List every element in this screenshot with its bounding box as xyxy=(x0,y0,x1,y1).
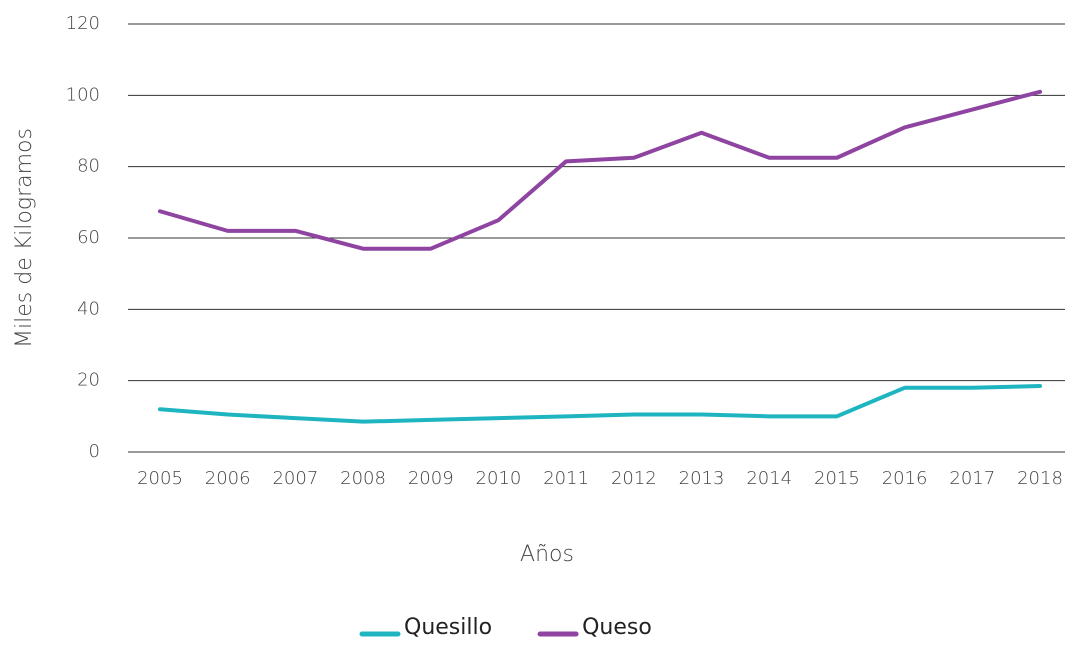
line-series xyxy=(158,89,1042,251)
x-tick-label: 2014 xyxy=(746,468,792,489)
x-tick-label: 2006 xyxy=(205,468,251,489)
y-tick-label: 100 xyxy=(66,84,100,105)
legend-label: Quesillo xyxy=(404,615,492,640)
x-tick-label: 2005 xyxy=(137,468,183,489)
x-tick-label: 2011 xyxy=(543,468,589,489)
x-tick-label: 2013 xyxy=(679,468,725,489)
x-tick-label: 2008 xyxy=(340,468,386,489)
x-tick-label: 2018 xyxy=(1017,468,1063,489)
y-tick-label: 80 xyxy=(77,156,100,177)
x-axis-label: Años xyxy=(520,542,574,567)
y-axis-label: Miles de Kilogramos xyxy=(12,128,37,348)
y-tick-label: 60 xyxy=(77,227,100,248)
y-tick-label: 40 xyxy=(77,298,100,319)
x-tick-label: 2010 xyxy=(476,468,522,489)
x-tick-label: 2016 xyxy=(882,468,928,489)
y-tick-label: 120 xyxy=(66,13,100,34)
x-tick-label: 2009 xyxy=(408,468,454,489)
x-tick-label: 2012 xyxy=(611,468,657,489)
y-tick-label: 0 xyxy=(89,441,100,462)
x-tick-label: 2007 xyxy=(272,468,318,489)
y-tick-label: 20 xyxy=(77,370,100,391)
legend-label: Queso xyxy=(582,615,652,640)
x-tick-label: 2015 xyxy=(814,468,860,489)
x-tick-label: 2017 xyxy=(949,468,995,489)
line-series xyxy=(158,384,1042,424)
